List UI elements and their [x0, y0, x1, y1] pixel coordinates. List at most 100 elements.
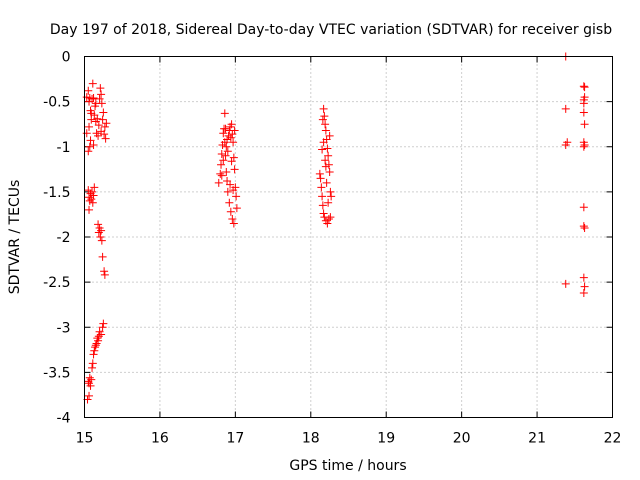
data-point — [85, 205, 94, 214]
data-point — [229, 138, 238, 147]
data-point — [91, 343, 100, 352]
data-point — [222, 142, 231, 151]
data-point — [221, 124, 230, 133]
data-point — [321, 120, 330, 129]
data-point — [87, 109, 96, 118]
data-point — [95, 94, 104, 103]
data-point — [327, 192, 336, 201]
plot-frame — [84, 56, 613, 418]
y-tick-label: -0.5 — [43, 95, 70, 111]
data-point — [227, 157, 236, 166]
data-point — [89, 191, 98, 200]
data-point — [228, 214, 237, 223]
y-tick-label: -3.5 — [43, 365, 70, 381]
data-point — [221, 151, 230, 160]
data-point — [84, 147, 93, 156]
data-point — [318, 201, 327, 210]
data-point — [315, 169, 324, 178]
data-point — [580, 223, 589, 232]
data-point — [324, 151, 333, 160]
data-point — [93, 114, 102, 123]
data-point — [96, 84, 105, 93]
data-point — [97, 90, 106, 99]
data-point — [216, 169, 225, 178]
data-point — [324, 198, 333, 207]
x-tick-label: 21 — [528, 431, 546, 447]
data-point — [82, 129, 91, 138]
data-point — [317, 183, 326, 192]
data-point — [90, 346, 99, 355]
data-point — [232, 204, 241, 213]
data-point — [325, 131, 334, 140]
data-point — [220, 109, 229, 118]
data-point — [101, 134, 110, 143]
tick-labels: 15 16 17 18 19 20 21 22 0 -0.5 -1 -1.5 -2 -2.5 -3 -3.5 -… — [43, 50, 621, 447]
data-point — [232, 192, 241, 201]
data-point — [86, 381, 95, 390]
y-tick-label: -2 — [57, 230, 71, 246]
data-point — [94, 121, 103, 130]
data-point — [326, 187, 335, 196]
data-point — [326, 213, 335, 222]
data-point — [88, 198, 97, 207]
data-point — [85, 122, 94, 131]
data-point — [579, 203, 588, 212]
data-point — [88, 359, 97, 368]
data-point — [230, 126, 239, 135]
data-point — [580, 140, 589, 149]
data-point — [94, 228, 103, 237]
data-point — [100, 267, 109, 276]
data-point — [85, 391, 94, 400]
data-point — [323, 144, 332, 153]
data-point — [97, 127, 106, 136]
data-point — [223, 187, 232, 196]
data-point — [86, 136, 95, 145]
data-point — [97, 236, 106, 245]
data-point — [226, 180, 235, 189]
data-point — [88, 94, 97, 103]
data-point — [226, 133, 235, 142]
data-point — [579, 288, 588, 297]
y-tick-label: -1.5 — [43, 185, 70, 201]
data-point — [89, 140, 98, 149]
data-point — [561, 279, 570, 288]
data-point — [87, 195, 96, 204]
data-point — [318, 145, 327, 154]
data-point — [222, 168, 231, 177]
data-point — [579, 108, 588, 117]
data-point — [323, 219, 332, 228]
data-point — [225, 198, 234, 207]
data-point — [98, 323, 107, 332]
data-point — [223, 147, 232, 156]
y-tick-label: 0 — [62, 50, 71, 66]
data-point — [219, 156, 228, 165]
x-tick-label: 15 — [76, 431, 94, 447]
x-tick-label: 20 — [453, 431, 471, 447]
data-point — [88, 187, 97, 196]
data-point — [579, 99, 588, 108]
y-tick-label: -3 — [57, 320, 71, 336]
data-points — [82, 52, 589, 404]
data-point — [94, 332, 103, 341]
data-point — [580, 120, 589, 129]
data-point — [91, 99, 100, 108]
data-point — [91, 341, 100, 350]
data-point — [94, 336, 103, 345]
data-point — [217, 171, 226, 180]
y-tick-label: -4 — [57, 411, 71, 427]
y-tick-label: -1 — [57, 140, 71, 156]
y-axis-label: SDTVAR / TECUs — [7, 180, 23, 295]
data-point — [100, 270, 109, 279]
x-tick-label: 16 — [151, 431, 169, 447]
data-point — [318, 115, 327, 124]
data-point — [319, 138, 328, 147]
data-point — [579, 82, 588, 91]
data-point — [229, 186, 238, 195]
data-point — [561, 104, 570, 113]
data-point — [219, 129, 228, 138]
data-point — [94, 220, 103, 229]
data-point — [88, 79, 97, 88]
data-point — [580, 83, 589, 92]
data-point — [322, 178, 331, 187]
data-point — [319, 209, 328, 218]
